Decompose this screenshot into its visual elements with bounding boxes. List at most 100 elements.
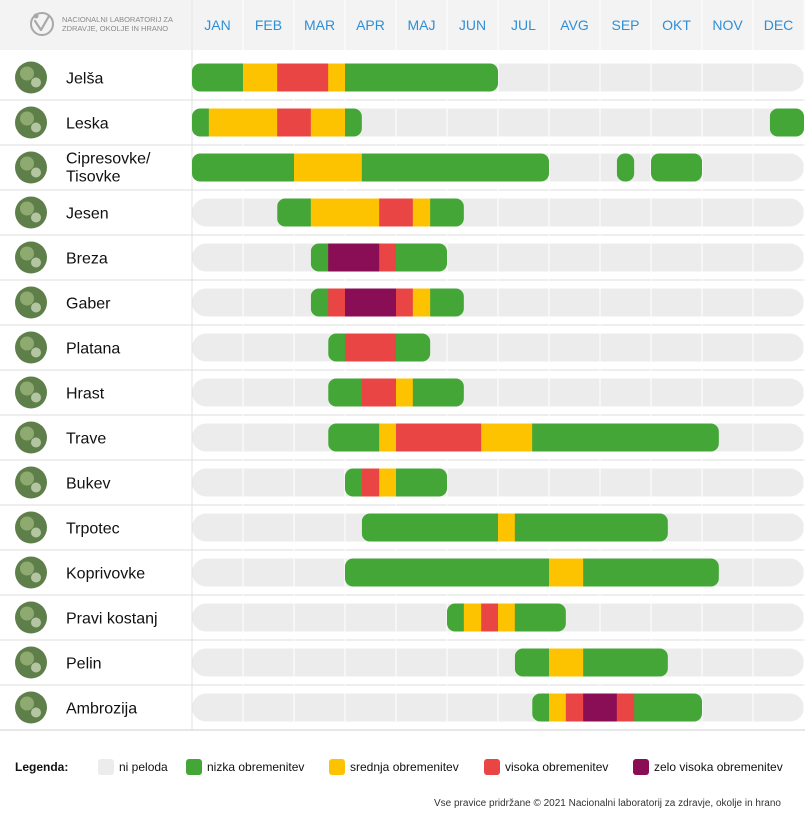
- plant-name: Koprivovke: [66, 566, 145, 583]
- bar-segment-very-high: [328, 243, 380, 272]
- legend-label-none: ni peloda: [119, 760, 168, 774]
- bar-segment-high: [361, 468, 380, 497]
- bar-segment-low: [345, 468, 363, 497]
- bar-segment-very-high: [583, 693, 618, 722]
- nlzoh-logo-icon: [30, 12, 54, 36]
- pollen-bar-group: [616, 153, 635, 182]
- plant-name: Pelin: [66, 656, 102, 673]
- bar-segment-low: [310, 288, 329, 317]
- bar-segment-low: [430, 288, 464, 317]
- bar-segment-medium: [481, 423, 533, 452]
- legend-swatch-none: [98, 759, 114, 775]
- org-name-line1: NACIONALNI LABORATORIJ ZA: [62, 15, 173, 24]
- plant-photo-icon: [15, 106, 47, 139]
- bar-segment-low: [396, 243, 447, 272]
- bar-segment-medium: [412, 198, 431, 227]
- bar-segment-medium: [412, 288, 431, 317]
- bar-segment-high: [277, 108, 312, 137]
- plant-photo-icon: [15, 61, 47, 94]
- bar-segment-low: [192, 63, 244, 92]
- plant-name: Platana: [66, 341, 120, 358]
- bar-segment-low: [192, 153, 295, 182]
- month-label-jan: JAN: [204, 17, 230, 33]
- header-background: [0, 0, 805, 50]
- plant-name: Jelša: [66, 71, 103, 88]
- bar-segment-low: [345, 558, 550, 587]
- pollen-bar-group: [192, 153, 549, 182]
- bar-segment-low: [328, 378, 363, 407]
- pollen-bar-group: [532, 693, 702, 722]
- pollen-bar-group: [277, 198, 464, 227]
- plant-photo-icon: [15, 421, 47, 454]
- pollen-bar-group: [192, 63, 498, 92]
- pollen-bar-group: [345, 468, 447, 497]
- plant-name: Gaber: [66, 296, 111, 313]
- plant-photo-icon: [15, 331, 47, 364]
- bar-segment-medium: [379, 423, 397, 452]
- plant-name: Jesen: [66, 206, 109, 223]
- month-label-avg: AVG: [560, 17, 589, 33]
- pollen-bar-group: [447, 603, 566, 632]
- pollen-bar-group: [328, 378, 464, 407]
- plant-name: Trpotec: [66, 521, 120, 538]
- bar-segment-low: [634, 693, 702, 722]
- bar-segment-low: [361, 513, 499, 542]
- month-headers: JAN FEB MAR APR MAJ JUN JUL AVG SEP OKT NOV DEC: [204, 17, 793, 33]
- bar-segment-medium: [549, 558, 584, 587]
- bar-segment-medium: [463, 603, 482, 632]
- bar-segment-medium: [396, 378, 414, 407]
- plant-name: Ambrozija: [66, 701, 137, 718]
- month-label-feb: FEB: [255, 17, 282, 33]
- month-label-maj: MAJ: [408, 17, 436, 33]
- month-label-apr: APR: [356, 17, 385, 33]
- legend-label-high: visoka obremenitev: [505, 760, 608, 774]
- bar-segment-high: [379, 198, 414, 227]
- bar-segment-high: [396, 423, 482, 452]
- pollen-bar-group: [769, 108, 805, 137]
- bar-segment-medium: [310, 108, 346, 137]
- month-label-jul: JUL: [511, 17, 536, 33]
- bar-segment-medium: [549, 648, 584, 677]
- legend-swatch-high: [484, 759, 500, 775]
- pollen-bar-group: [310, 243, 447, 272]
- plant-name: Trave: [66, 431, 106, 448]
- legend-label-medium: srednja obremenitev: [350, 760, 459, 774]
- plant-photo-icon: [15, 286, 47, 319]
- copyright-text: Vse pravice pridržane © 2021 Nacionalni …: [434, 798, 781, 809]
- month-label-okt: OKT: [662, 17, 691, 33]
- bar-segment-low: [328, 423, 380, 452]
- bar-segment-low: [514, 513, 668, 542]
- bar-segment-low: [532, 693, 550, 722]
- legend-label-very-high: zelo visoka obremenitev: [654, 760, 783, 774]
- plant-photo-icon: [15, 196, 47, 229]
- bar-segment-high: [565, 693, 584, 722]
- legend-swatch-low: [186, 759, 202, 775]
- pollen-bars: [192, 63, 805, 722]
- legend-swatch-medium: [329, 759, 345, 775]
- pollen-bar-group: [514, 648, 668, 677]
- bar-segment-low: [616, 153, 635, 182]
- pollen-bar-group: [328, 423, 719, 452]
- legend-label-low: nizka obremenitev: [207, 760, 304, 774]
- bar-segment-low: [430, 198, 464, 227]
- plant-photo-icon: [15, 376, 47, 409]
- bar-segment-low: [396, 333, 431, 362]
- plant-photo-icon: [15, 691, 47, 724]
- bar-segment-medium: [310, 198, 380, 227]
- plant-photo-icon: [15, 241, 47, 274]
- org-name-line2: ZDRAVJE, OKOLJE IN HRANO: [62, 24, 168, 33]
- plant-photo-icon: [15, 511, 47, 544]
- pollen-bar-group: [328, 333, 431, 362]
- month-label-sep: SEP: [611, 17, 639, 33]
- bar-segment-low: [412, 378, 464, 407]
- bar-segment-high: [396, 288, 414, 317]
- plant-photo-icon: [15, 556, 47, 589]
- plant-name: Cipresovke/Tisovke: [66, 151, 151, 186]
- legend: ni peloda nizka obremenitev srednja obreme…: [98, 759, 783, 775]
- bar-segment-low: [583, 648, 668, 677]
- pollen-bar-group: [361, 513, 668, 542]
- bar-segment-high: [481, 603, 499, 632]
- month-label-jun: JUN: [459, 17, 486, 33]
- bar-segment-low: [447, 603, 465, 632]
